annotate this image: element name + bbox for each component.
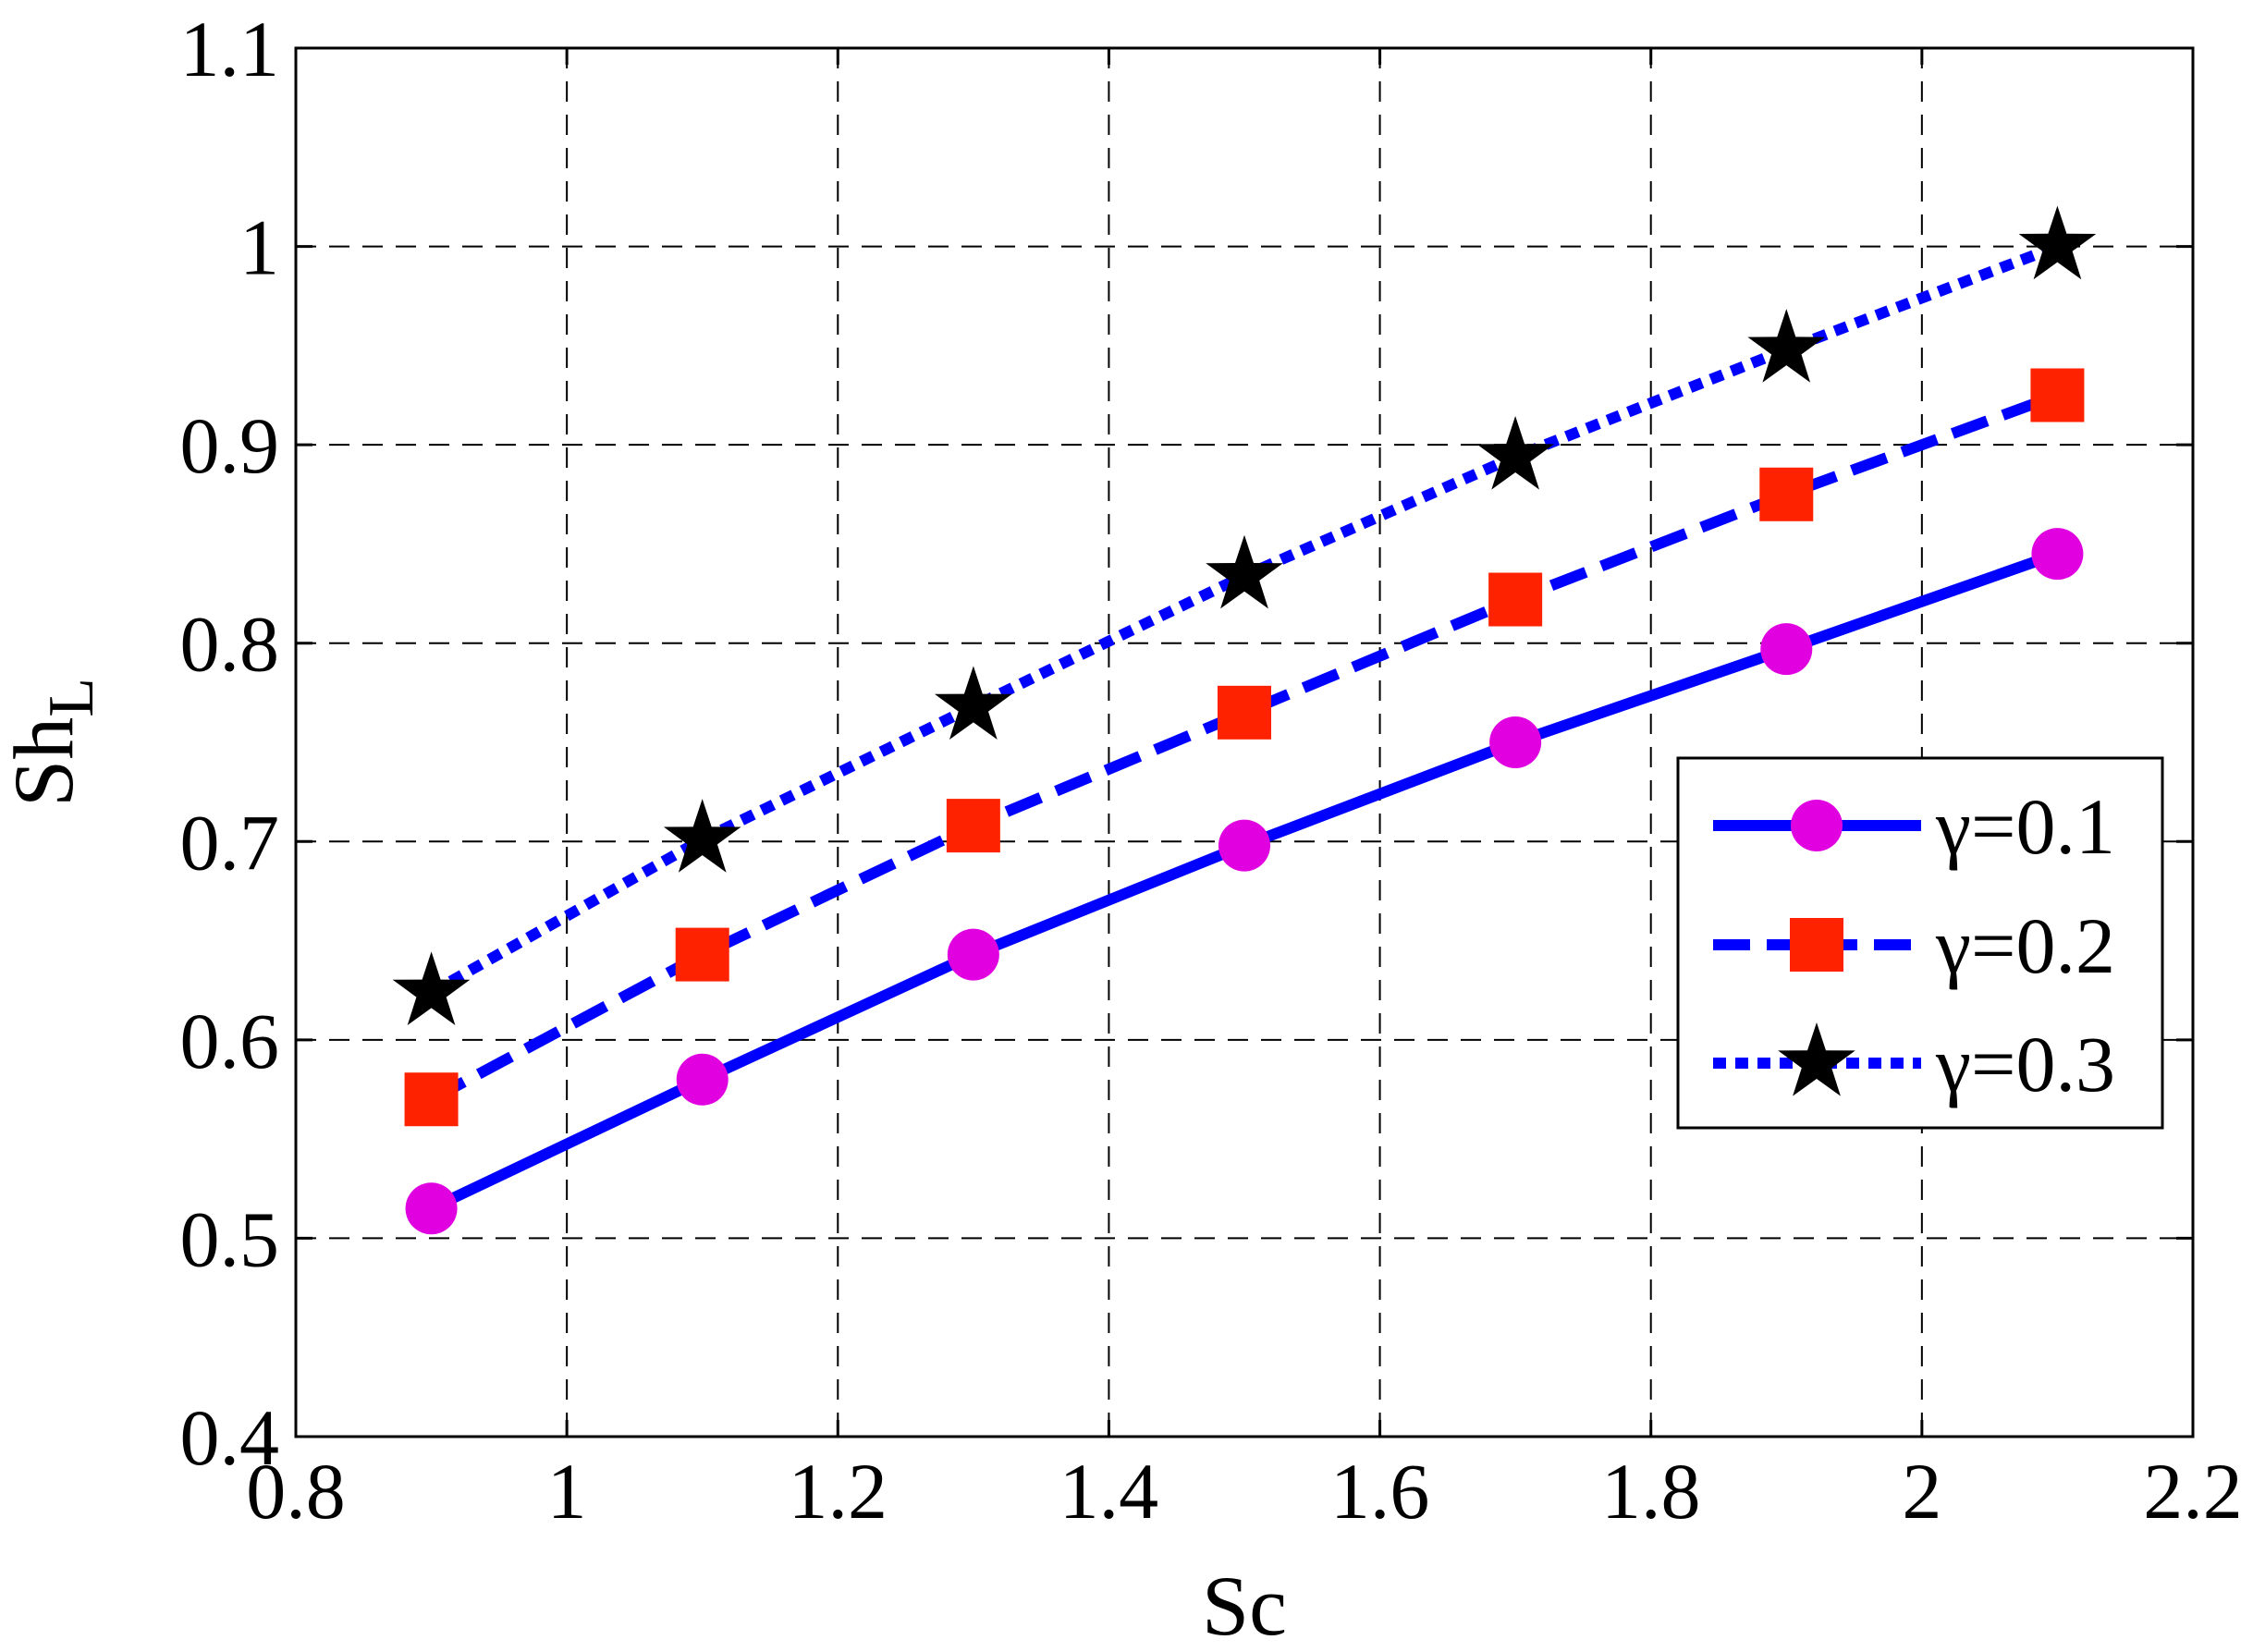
x-axis-ticks: 0.8 1 1.2 1.4 1.6 1.8 2 2.2 [246,48,2243,1536]
y-tick-label: 1 [239,203,279,292]
series-3 [392,205,2097,1025]
x-axis-title: Sc [1202,1559,1287,1652]
x-tick-label: 2.2 [2143,1447,2243,1536]
data-point-marker [2018,205,2097,280]
legend-item: γ=0.2 [1713,901,2115,990]
legend-label: γ=0.2 [1935,901,2115,990]
data-point-marker [2030,368,2085,422]
legend-marker [1791,800,1843,851]
y-axis-title-main: Sh [0,717,91,807]
data-point-marker [392,951,471,1025]
data-point-marker [1206,534,1283,609]
y-axis-title: ShL [0,678,107,807]
x-tick-label: 1.4 [1059,1447,1159,1536]
legend-marker [1790,918,1843,972]
y-tick-label: 0.6 [180,997,280,1085]
data-point-marker [405,1182,458,1235]
data-point-marker [2031,528,2084,581]
legend-marker [1778,1022,1855,1096]
legend-label: γ=0.1 [1935,782,2115,871]
x-tick-label: 2 [1902,1447,1941,1536]
data-point-marker [404,1072,459,1127]
data-point-marker [1218,819,1270,872]
data-point-marker [1747,309,1826,383]
legend: γ=0.1 γ=0.2 γ=0.3 [1676,756,2164,1130]
y-tick-label: 0.5 [180,1194,280,1283]
data-point-marker [1489,716,1542,768]
y-tick-label: 0.7 [180,798,280,887]
data-point-marker [676,1053,729,1106]
y-tick-label: 0.8 [180,600,280,689]
series-layer [392,205,2097,1235]
legend-item: γ=0.1 [1713,782,2115,871]
legend-item: γ=0.3 [1713,1020,2115,1108]
data-point-marker [947,928,999,981]
x-tick-label: 1.6 [1330,1447,1430,1536]
legend-items: γ=0.1 γ=0.2 γ=0.3 [1713,782,2115,1108]
data-point-marker [1488,572,1543,627]
series-1 [405,528,2084,1235]
x-tick-label: 1.2 [789,1447,888,1536]
y-tick-label: 0.4 [180,1393,280,1482]
plot-area-frame [294,46,2195,1438]
legend-label: γ=0.3 [1935,1020,2115,1108]
data-point-marker [1476,416,1554,490]
data-point-marker [663,799,741,873]
data-point-marker [675,927,729,982]
data-point-marker [946,799,1000,853]
y-tick-label: 0.9 [180,401,280,490]
data-point-marker [1760,623,1813,676]
data-point-marker [935,666,1012,740]
series-2 [404,368,2085,1127]
y-tick-label: 1.1 [180,5,280,93]
x-tick-label: 1.8 [1601,1447,1701,1536]
x-tick-label: 1 [547,1447,587,1536]
grid [296,48,2193,1437]
x-tick-label: 0.8 [246,1447,346,1536]
y-axis-ticks: 0.4 0.5 0.6 0.7 0.8 0.9 1 1.1 [180,5,2193,1482]
y-axis-title-subscript: L [36,678,107,717]
data-point-marker [1218,685,1271,740]
data-point-marker [1759,467,1814,521]
